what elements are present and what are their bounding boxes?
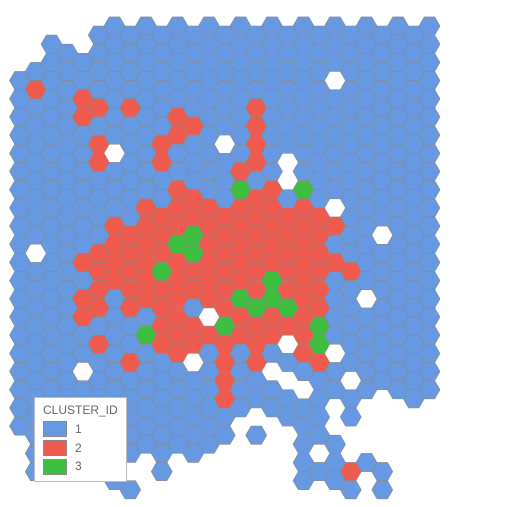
legend-label-1: 1 [75,421,82,438]
legend-swatch-3 [43,459,67,475]
legend-label-2: 2 [75,440,82,457]
hexbin-chart: CLUSTER_ID 1 2 3 [0,0,513,507]
hex-cell [246,426,267,444]
legend-row: 3 [43,458,118,475]
hex-cell [340,408,361,426]
legend-label-3: 3 [75,458,82,475]
legend: CLUSTER_ID 1 2 3 [34,397,127,482]
legend-row: 1 [43,421,118,438]
legend-row: 2 [43,440,118,457]
legend-title: CLUSTER_ID [43,402,118,419]
legend-swatch-2 [43,440,67,456]
hex-cell [372,481,393,499]
hex-cell [151,462,172,480]
legend-swatch-1 [43,421,67,437]
